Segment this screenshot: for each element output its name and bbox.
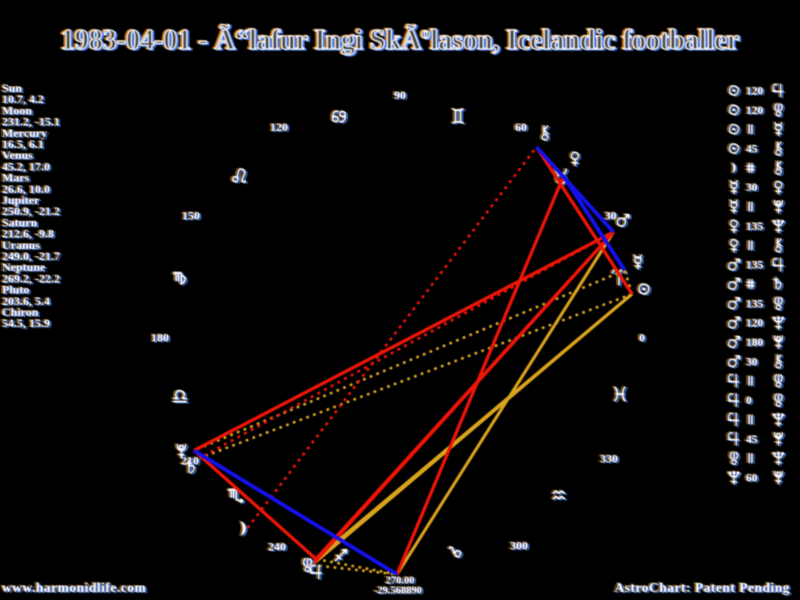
svg-text:150: 150 xyxy=(182,209,200,223)
svg-text:212.6, -9.8: 212.6, -9.8 xyxy=(2,227,54,241)
svg-text:120: 120 xyxy=(270,120,288,134)
svg-text:135: 135 xyxy=(746,298,764,310)
svg-text:1983-04-01 - Ã“lafur Ingi SkÃº: 1983-04-01 - Ã“lafur Ingi SkÃºlason, Ice… xyxy=(61,25,739,56)
svg-text:30: 30 xyxy=(746,356,758,368)
svg-text:180: 180 xyxy=(746,337,764,349)
svg-text:0: 0 xyxy=(639,331,645,345)
svg-text:Neptune: Neptune xyxy=(2,260,46,274)
svg-text:249.0, -21.7: 249.0, -21.7 xyxy=(2,249,60,263)
svg-text:Mercury: Mercury xyxy=(2,126,47,140)
svg-text:www.harmonidlife.com: www.harmonidlife.com xyxy=(2,580,146,595)
svg-text:300: 300 xyxy=(510,539,528,553)
svg-text:AstroChart: Patent Pending: AstroChart: Patent Pending xyxy=(615,580,791,595)
svg-text:-29.568890: -29.568890 xyxy=(374,586,422,597)
svg-text:Mars: Mars xyxy=(2,171,30,185)
svg-text:180: 180 xyxy=(151,331,169,345)
svg-text:330: 330 xyxy=(600,452,618,466)
svg-text:240: 240 xyxy=(268,540,286,554)
svg-text:120: 120 xyxy=(746,318,764,330)
svg-text:45.2, 17.0: 45.2, 17.0 xyxy=(2,159,50,173)
svg-text:16.5, 6.1: 16.5, 6.1 xyxy=(2,137,44,151)
svg-text:270.00: 270.00 xyxy=(386,576,415,587)
svg-text:26.6, 10.0: 26.6, 10.0 xyxy=(2,182,50,196)
svg-text:90: 90 xyxy=(394,88,406,102)
svg-text:Moon: Moon xyxy=(2,103,32,117)
svg-text:Jupiter: Jupiter xyxy=(2,193,40,207)
svg-text:Uranus: Uranus xyxy=(2,238,40,252)
svg-text:60: 60 xyxy=(746,473,758,485)
svg-text:60: 60 xyxy=(515,120,527,134)
svg-text:203.6, 5.4: 203.6, 5.4 xyxy=(2,294,50,308)
svg-text:10.7, 4.2: 10.7, 4.2 xyxy=(2,92,44,106)
svg-text:Sun: Sun xyxy=(2,81,22,95)
svg-text:120: 120 xyxy=(746,86,764,98)
svg-text:45: 45 xyxy=(746,144,758,156)
svg-text:210: 210 xyxy=(181,454,199,468)
svg-text:Saturn: Saturn xyxy=(2,215,38,229)
svg-text:135: 135 xyxy=(746,260,764,272)
svg-text:231.2, -15.1: 231.2, -15.1 xyxy=(2,115,60,129)
svg-text:Venus: Venus xyxy=(2,148,33,162)
svg-text:120: 120 xyxy=(746,105,764,117)
svg-text:250.9, -21.2: 250.9, -21.2 xyxy=(2,204,60,218)
svg-text:30: 30 xyxy=(746,182,758,194)
svg-text:30: 30 xyxy=(605,209,617,223)
svg-text:Chiron: Chiron xyxy=(2,305,39,319)
svg-text:Pluto: Pluto xyxy=(2,283,29,297)
svg-text:135: 135 xyxy=(746,221,764,233)
svg-text:45: 45 xyxy=(746,434,758,446)
svg-text:0: 0 xyxy=(746,395,752,407)
svg-text:54.5, 15.9: 54.5, 15.9 xyxy=(2,316,50,330)
svg-text:269.2, -22.2: 269.2, -22.2 xyxy=(2,271,60,285)
